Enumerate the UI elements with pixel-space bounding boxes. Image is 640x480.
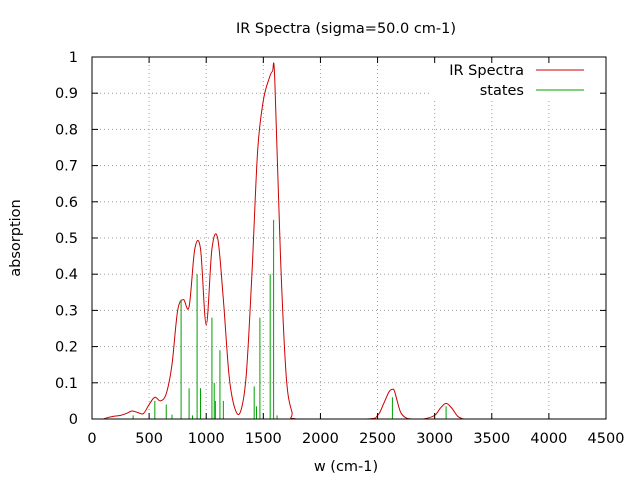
- series-layer: [103, 62, 464, 419]
- grid-lines: [92, 57, 606, 419]
- y-tick-label: 1: [69, 50, 78, 66]
- legend-label-states: states: [480, 83, 524, 99]
- y-axis-label: absorption: [8, 199, 24, 276]
- ir-spectra-line: [103, 62, 464, 419]
- y-tick-label: 0.7: [55, 159, 78, 175]
- x-tick-label: 500: [135, 431, 163, 447]
- axis-ticks: 0 500 1000 1500 2000 2500 3000 3500 4000 4500 0 0.1…: [55, 50, 625, 447]
- y-tick-label: 0: [69, 412, 78, 428]
- legend: IR Spectra states: [449, 63, 584, 99]
- legend-background: [430, 60, 600, 100]
- y-tick-label: 0.3: [55, 303, 78, 319]
- x-tick-label: 4500: [588, 431, 625, 447]
- y-tick-label: 0.1: [55, 376, 78, 392]
- x-tick-label: 1000: [188, 431, 225, 447]
- x-axis-label: w (cm-1): [314, 459, 378, 475]
- y-tick-label: 0.8: [55, 122, 78, 138]
- y-tick-label: 0.9: [55, 86, 78, 102]
- x-tick-label: 2500: [359, 431, 396, 447]
- x-tick-label: 2000: [302, 431, 339, 447]
- x-tick-label: 1500: [245, 431, 282, 447]
- x-tick-label: 3000: [416, 431, 453, 447]
- x-tick-label: 4000: [530, 431, 567, 447]
- y-tick-label: 0.6: [55, 195, 78, 211]
- chart-title: IR Spectra (sigma=50.0 cm-1): [236, 21, 456, 37]
- y-tick-label: 0.4: [55, 267, 78, 283]
- y-tick-label: 0.5: [55, 231, 78, 247]
- y-tick-label: 0.2: [55, 340, 78, 356]
- x-tick-label: 3500: [473, 431, 510, 447]
- legend-label-ir-spectra: IR Spectra: [449, 63, 524, 79]
- x-tick-label: 0: [87, 431, 96, 447]
